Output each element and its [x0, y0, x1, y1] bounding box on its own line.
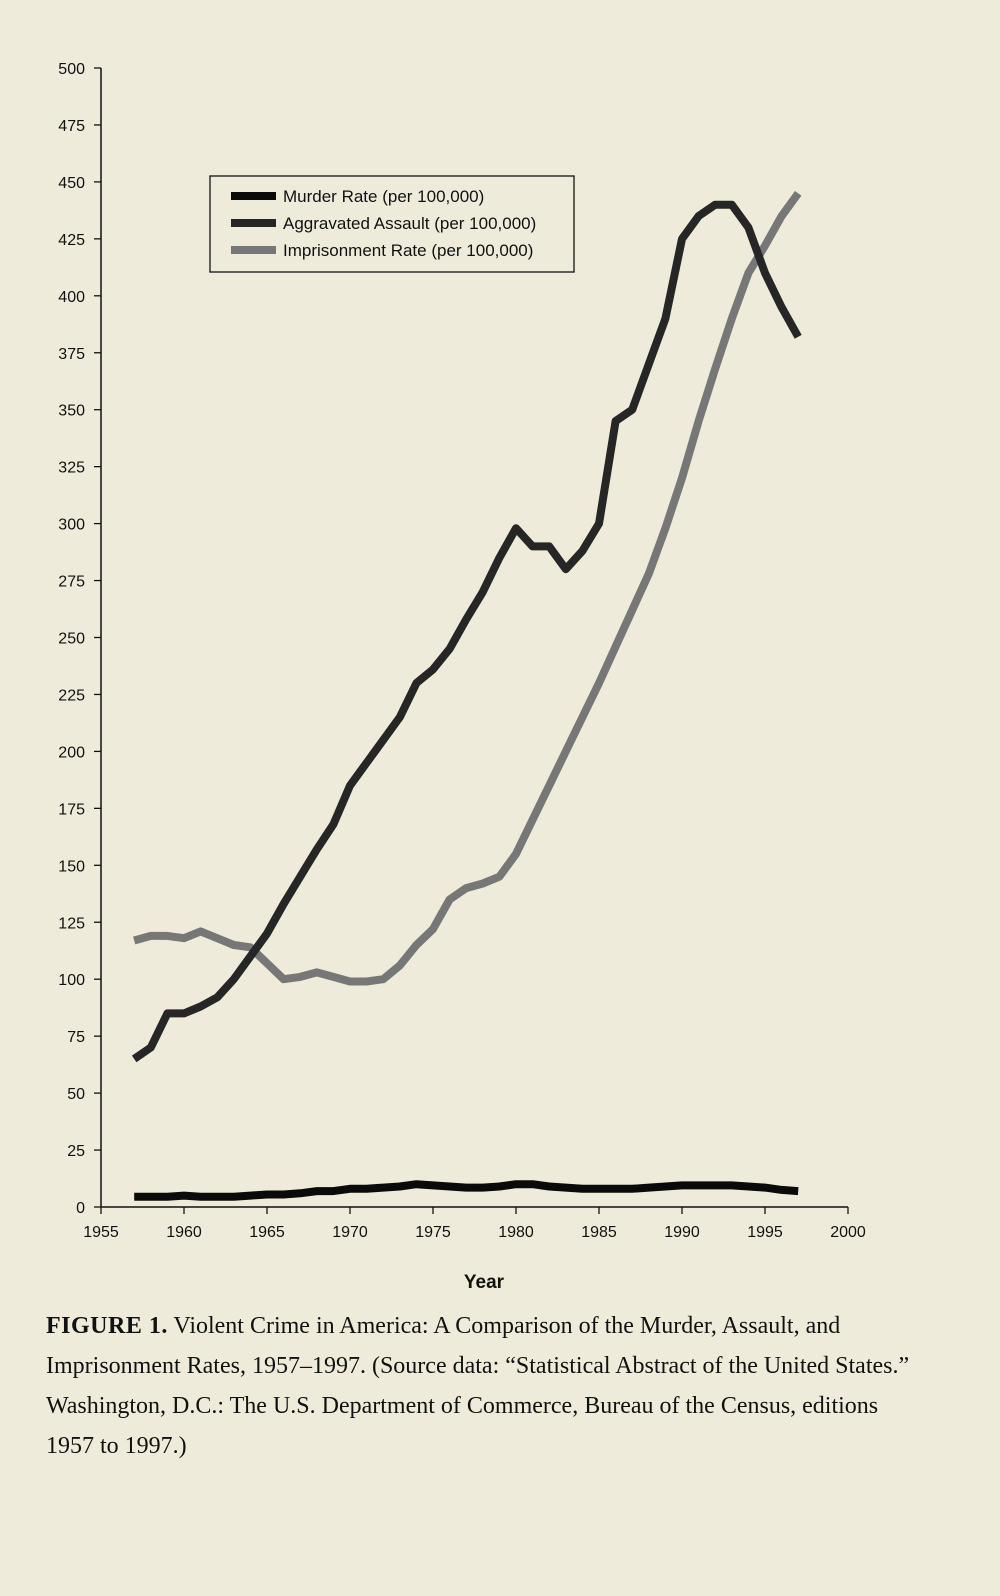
figure-label: FIGURE 1. [46, 1313, 168, 1339]
axes: 0 25 50 75 100 125 150 175 200 225 250 275 300 325 350… [58, 61, 866, 1241]
chart-legend: Murder Rate (per 100,000) Aggravated Ass… [209, 175, 575, 273]
figure-caption: FIGURE 1. Violent Crime in America: A Co… [46, 1306, 926, 1466]
x-tick-label: 1965 [249, 1224, 285, 1241]
y-tick-label: 275 [58, 574, 85, 591]
y-tick-label: 500 [58, 61, 85, 78]
series-line-murder [134, 1180, 799, 1201]
x-tick-label: 1980 [498, 1224, 534, 1241]
y-tick-label: 175 [58, 801, 85, 818]
series-line-assault [131, 200, 802, 1063]
y-tick-label: 75 [67, 1029, 85, 1046]
y-tick-label: 350 [58, 403, 85, 420]
legend-label-imprisonment: Imprisonment Rate (per 100,000) [283, 241, 533, 260]
y-tick-label: 125 [58, 915, 85, 932]
series-line-imprisonment [133, 190, 802, 986]
y-tick-label: 250 [58, 631, 85, 648]
legend-label-murder: Murder Rate (per 100,000) [283, 187, 484, 206]
x-tick-label: 1955 [83, 1224, 119, 1241]
y-tick-label: 50 [67, 1086, 85, 1103]
y-tick-label: 0 [76, 1200, 85, 1217]
x-tick-label: 1960 [166, 1224, 202, 1241]
y-tick-label: 425 [58, 232, 85, 249]
line-chart: 0 25 50 75 100 125 150 175 200 225 250 275 300 325 350… [58, 61, 866, 1293]
legend-label-assault: Aggravated Assault (per 100,000) [283, 214, 536, 233]
y-tick-label: 450 [58, 175, 85, 192]
y-tick-label: 475 [58, 118, 85, 135]
x-tick-label: 1970 [332, 1224, 368, 1241]
y-tick-label: 25 [67, 1143, 85, 1160]
y-tick-label: 200 [58, 744, 85, 761]
y-tick-label: 300 [58, 517, 85, 534]
y-tick-label: 150 [58, 858, 85, 875]
caption-text: Violent Crime in America: A Comparison o… [46, 1313, 910, 1459]
y-tick-label: 325 [58, 460, 85, 477]
x-tick-label: 2000 [830, 1224, 866, 1241]
chart-container: 0 25 50 75 100 125 150 175 200 225 250 275 300 325 350… [58, 61, 866, 1293]
y-tick-label: 400 [58, 289, 85, 306]
x-tick-label: 1975 [415, 1224, 451, 1241]
x-axis-title: Year [464, 1272, 505, 1293]
y-tick-label: 225 [58, 687, 85, 704]
y-tick-label: 375 [58, 346, 85, 363]
series-lines [131, 190, 802, 1201]
x-tick-label: 1990 [664, 1224, 700, 1241]
x-tick-label: 1985 [581, 1224, 617, 1241]
y-tick-label: 100 [58, 972, 85, 989]
x-tick-label: 1995 [747, 1224, 783, 1241]
